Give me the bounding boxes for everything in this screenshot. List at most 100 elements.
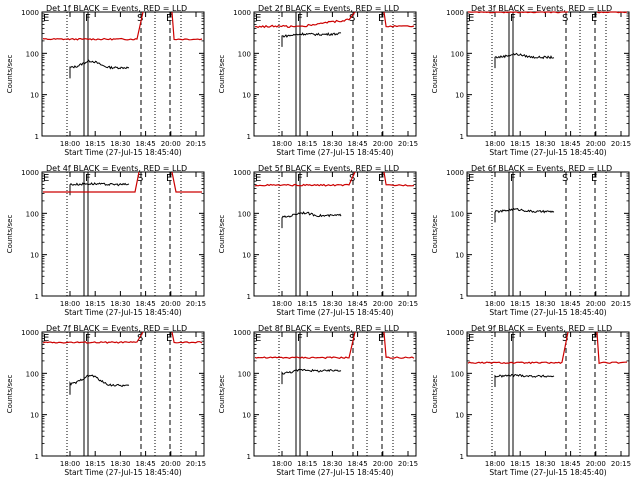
x-tick-label: 18:00: [272, 140, 292, 148]
x-tick-label: 20:15: [186, 140, 206, 148]
x-tick-label: 18:00: [485, 460, 505, 468]
x-tick-label: 18:30: [110, 460, 130, 468]
y-tick-label: 1: [35, 293, 39, 301]
lld-series-line: [596, 11, 628, 14]
plot-frame: [41, 171, 205, 297]
events-series-line: [281, 368, 342, 385]
lld-series-line: [254, 331, 356, 360]
plot-title: Det 9f BLACK = Events, RED = LLD: [471, 324, 612, 333]
x-tick-label: 20:15: [186, 300, 206, 308]
marker-label: S: [137, 173, 143, 184]
x-axis-label: Start Time (27-Jul-15 18:45:40): [276, 148, 393, 157]
y-tick-label: 100: [26, 370, 39, 378]
x-tick-label: 18:15: [85, 140, 105, 148]
x-axis-label: Start Time (27-Jul-15 18:45:40): [489, 468, 606, 477]
y-tick-label: 100: [451, 370, 464, 378]
lld-series-line: [467, 331, 569, 365]
y-tick-label: 1000: [21, 169, 39, 177]
plot-frame: [466, 171, 630, 297]
x-tick-label: 18:45: [348, 140, 368, 148]
y-tick-label: 10: [242, 412, 251, 420]
x-tick-label: 18:15: [85, 300, 105, 308]
lld-series-line: [596, 331, 628, 365]
marker-label: E: [166, 333, 172, 344]
x-tick-label: 18:00: [60, 300, 80, 308]
y-tick-label: 10: [242, 252, 251, 260]
events-series-line: [281, 211, 342, 229]
events-series-line: [494, 207, 555, 223]
x-tick-label: 18:30: [110, 300, 130, 308]
marker-label: E: [468, 13, 474, 24]
marker-label: F: [297, 173, 303, 184]
plot-title: Det 2f BLACK = Events, RED = LLD: [258, 4, 399, 13]
y-axis-label: Counts/sec: [6, 375, 14, 414]
plot-title: Det 7f BLACK = Events, RED = LLD: [46, 324, 187, 333]
marker-label: E: [468, 173, 474, 184]
x-tick-label: 18:45: [348, 300, 368, 308]
x-tick-label: 18:45: [348, 460, 368, 468]
x-tick-label: 18:15: [297, 140, 317, 148]
marker-label: E: [255, 333, 261, 344]
x-tick-label: 20:00: [373, 140, 393, 148]
x-tick-label: 18:45: [136, 140, 156, 148]
y-tick-label: 100: [26, 210, 39, 218]
marker-label: S: [137, 333, 143, 344]
marker-label: E: [591, 13, 597, 24]
x-tick-label: 18:00: [485, 300, 505, 308]
x-tick-label: 18:45: [136, 300, 156, 308]
x-tick-label: 18:00: [60, 460, 80, 468]
y-tick-label: 1000: [233, 169, 251, 177]
y-axis-label: Counts/sec: [218, 375, 226, 414]
x-axis-label: Start Time (27-Jul-15 18:45:40): [276, 468, 393, 477]
x-tick-label: 18:30: [322, 300, 342, 308]
y-axis-label: Counts/sec: [218, 215, 226, 254]
marker-label: F: [510, 333, 516, 344]
marker-label: S: [137, 13, 143, 24]
y-tick-label: 100: [451, 50, 464, 58]
x-tick-label: 18:30: [535, 460, 555, 468]
marker-label: E: [255, 173, 261, 184]
y-tick-label: 1000: [21, 329, 39, 337]
y-axis-label: Counts/sec: [218, 55, 226, 94]
x-tick-label: 20:00: [373, 460, 393, 468]
plot-title: Det 3f BLACK = Events, RED = LLD: [471, 4, 612, 13]
x-tick-label: 18:30: [322, 140, 342, 148]
y-tick-label: 1000: [446, 9, 464, 17]
y-tick-label: 100: [238, 50, 251, 58]
plot-frame: [466, 11, 630, 137]
y-tick-label: 1000: [446, 329, 464, 337]
lld-series-line: [468, 11, 568, 14]
marker-label: S: [349, 333, 355, 344]
x-tick-label: 20:00: [161, 140, 181, 148]
marker-label: F: [297, 13, 303, 24]
y-axis-label: Counts/sec: [6, 55, 14, 94]
x-axis-label: Start Time (27-Jul-15 18:45:40): [276, 308, 393, 317]
marker-label: F: [85, 173, 91, 184]
y-tick-label: 1: [35, 133, 39, 141]
x-tick-label: 18:00: [272, 460, 292, 468]
y-tick-label: 1: [35, 453, 39, 461]
plot-frame: [253, 11, 417, 137]
lld-series-line: [254, 171, 356, 187]
marker-label: E: [378, 333, 384, 344]
y-tick-label: 10: [455, 92, 464, 100]
x-tick-label: 18:15: [510, 300, 530, 308]
x-tick-label: 18:45: [561, 300, 581, 308]
y-tick-label: 10: [455, 412, 464, 420]
y-tick-label: 100: [238, 210, 251, 218]
plot-title: Det 8f BLACK = Events, RED = LLD: [258, 324, 399, 333]
marker-label: F: [510, 173, 516, 184]
x-tick-label: 18:30: [322, 460, 342, 468]
lld-series-line: [43, 171, 140, 193]
x-tick-label: 18:30: [110, 140, 130, 148]
plot-frame: [41, 11, 205, 137]
x-axis-label: Start Time (27-Jul-15 18:45:40): [489, 308, 606, 317]
y-axis-label: Counts/sec: [431, 55, 439, 94]
plot-title: Det 1f BLACK = Events, RED = LLD: [46, 4, 187, 13]
lld-series-line: [171, 171, 202, 193]
y-axis-label: Counts/sec: [431, 215, 439, 254]
x-tick-label: 18:15: [510, 140, 530, 148]
plot-frame: [253, 331, 417, 457]
y-tick-label: 1: [460, 293, 464, 301]
